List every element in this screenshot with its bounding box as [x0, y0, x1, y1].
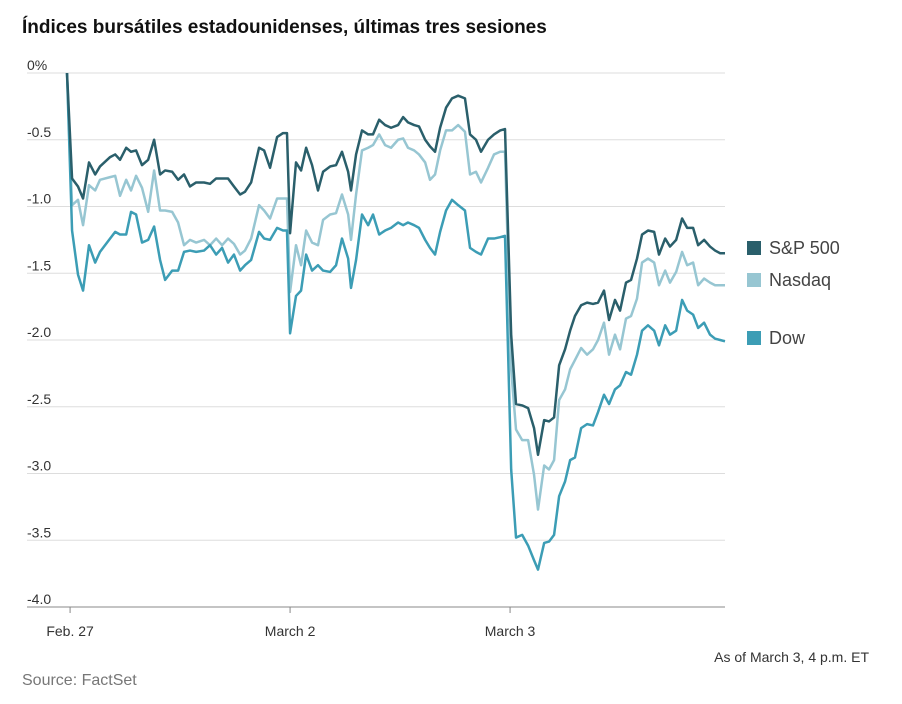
legend-swatch — [747, 331, 761, 345]
chart-title: Índices bursátiles estadounidenses, últi… — [22, 16, 547, 38]
note: As of March 3, 4 p.m. ET — [714, 649, 869, 665]
x-tick-label: Feb. 27 — [46, 623, 94, 639]
y-tick-label: 0% — [27, 57, 47, 73]
legend-label: Nasdaq — [769, 270, 831, 290]
y-tick-label: -0.5 — [27, 124, 51, 140]
series-line — [65, 72, 725, 511]
series-line — [65, 72, 725, 457]
y-tick-label: -2.5 — [27, 391, 51, 407]
series-line — [65, 72, 726, 571]
y-tick-label: -4.0 — [27, 591, 51, 607]
x-tick-label: March 2 — [265, 623, 316, 639]
legend-label: Dow — [769, 328, 806, 348]
legend-swatch — [747, 273, 761, 287]
y-tick-label: -3.0 — [27, 458, 51, 474]
y-tick-label: -2.0 — [27, 324, 51, 340]
y-tick-label: -3.5 — [27, 524, 51, 540]
x-tick-label: March 3 — [485, 623, 536, 639]
y-tick-label: -1.0 — [27, 191, 51, 207]
legend-swatch — [747, 241, 761, 255]
y-tick-label: -1.5 — [27, 257, 51, 273]
legend-label: S&P 500 — [769, 238, 840, 258]
source: Source: FactSet — [22, 672, 137, 689]
